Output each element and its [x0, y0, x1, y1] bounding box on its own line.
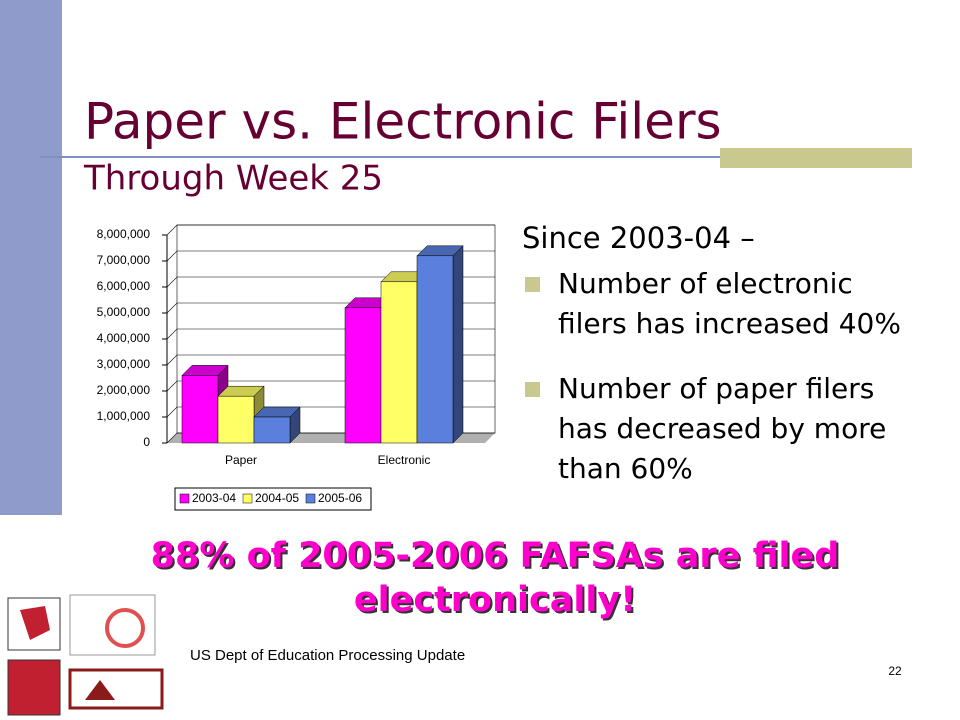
bar [344, 307, 382, 444]
subtitle: Through Week 25 [83, 159, 383, 199]
y-tick-label: 1,000,000 [97, 409, 151, 423]
bullet-text: Number of paper filers [558, 372, 874, 405]
bar [253, 416, 291, 444]
page-number: 22 [888, 664, 902, 678]
bullet-text: has decreased by more [558, 412, 886, 445]
title: Paper vs. Electronic Filers [84, 93, 722, 151]
bar-side [452, 245, 464, 444]
y-tick-label: 8,000,000 [97, 227, 151, 241]
legend-label: 2003-04 [192, 491, 236, 505]
logo [68, 668, 164, 710]
highlight-text: electronically! [354, 580, 636, 620]
title-accent [720, 148, 912, 168]
legend-swatch [305, 493, 316, 504]
bar [217, 395, 255, 444]
bar [181, 375, 219, 444]
grid-line [166, 250, 495, 262]
bullets: Number of electronic filers has increased… [525, 267, 901, 485]
y-tick-label: 7,000,000 [97, 253, 151, 267]
legend-box [174, 487, 372, 511]
bar [416, 255, 454, 444]
y-tick-label: 5,000,000 [97, 305, 151, 319]
x-tick-label: Electronic [378, 453, 431, 467]
logo-shape [20, 606, 50, 640]
logo-shape [85, 680, 115, 700]
legend-label: 2004-05 [255, 491, 299, 505]
y-tick-label: 2,000,000 [97, 383, 151, 397]
bar [380, 281, 418, 444]
bullet-marker [525, 277, 540, 292]
y-tick-label: 6,000,000 [97, 279, 151, 293]
highlight-shadow: electronically! [356, 582, 638, 622]
y-tick-label: 0 [143, 435, 150, 449]
footer-text: US Dept of Education Processing Update [190, 647, 465, 664]
logo [7, 659, 61, 716]
side-bar [0, 0, 62, 515]
highlight-text: 88% of 2005-2006 FAFSAs are filed [151, 536, 840, 576]
bullet-text: Number of electronic [558, 267, 853, 300]
legend-label: 2005-06 [318, 491, 362, 505]
y-tick-label: 4,000,000 [97, 331, 151, 345]
logo [7, 597, 61, 651]
legend-swatch [242, 493, 253, 504]
x-tick-label: Paper [225, 453, 257, 467]
chart: 0 1,000,000 2,000,000 3,000,000 4,000,000 5,0… [97, 224, 496, 467]
bullet-marker [525, 382, 540, 397]
lead-text: Since 2003-04 – [522, 221, 755, 255]
legend-swatch [179, 493, 190, 504]
bullet-text: filers has increased 40% [558, 307, 901, 340]
bullet-text: than 60% [558, 452, 693, 485]
y-tick-label: 3,000,000 [97, 357, 151, 371]
logo-shape [105, 608, 145, 648]
grid-line [166, 224, 495, 236]
highlight-shadow: 88% of 2005-2006 FAFSAs are filed [153, 538, 842, 578]
